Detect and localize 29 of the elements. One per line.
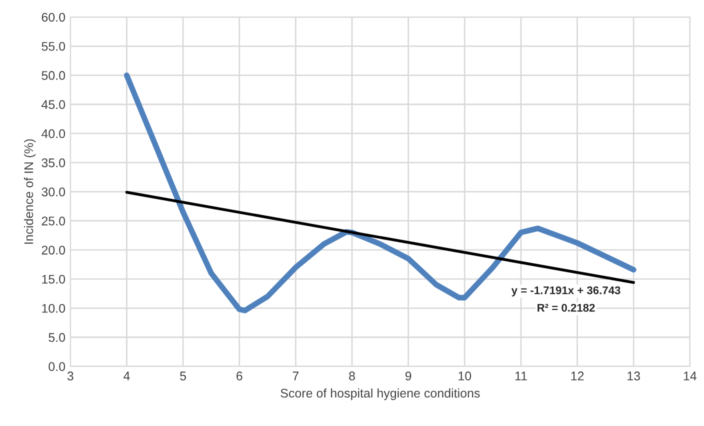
x-tick-label: 7 bbox=[292, 372, 299, 380]
x-tick-label: 9 bbox=[405, 372, 412, 380]
x-tick-label: 6 bbox=[236, 372, 242, 380]
y-tick-label: 15.0 bbox=[42, 274, 66, 284]
y-tick-label: 35.0 bbox=[42, 158, 66, 168]
y-tick-label: 60.0 bbox=[42, 12, 66, 22]
annotation: y = -1.7191x + 36.743 bbox=[511, 286, 620, 296]
y-tick-label: 0.0 bbox=[48, 362, 66, 372]
x-tick-label: 10 bbox=[458, 372, 472, 380]
x-tick-label: 8 bbox=[349, 372, 355, 380]
y-tick-label: 55.0 bbox=[42, 42, 66, 51]
x-tick-label: 5 bbox=[180, 372, 186, 380]
x-tick-label: 12 bbox=[571, 372, 584, 380]
y-tick-label: 50.0 bbox=[42, 71, 66, 80]
y-tick-label: 40.0 bbox=[42, 129, 66, 138]
y-tick-label: 10.0 bbox=[42, 304, 66, 313]
annotation: R² = 0.2182 bbox=[538, 304, 595, 312]
x-tick-label: 3 bbox=[67, 372, 74, 380]
x-axis-title: Score of hospital hygiene conditions bbox=[280, 388, 480, 400]
x-tick-label: 13 bbox=[628, 372, 640, 380]
y-tick-label: 20.0 bbox=[42, 246, 66, 255]
y-tick-label: 5.0 bbox=[48, 333, 66, 342]
x-tick-label: 11 bbox=[515, 372, 527, 380]
x-tick-label: 4 bbox=[124, 372, 130, 380]
y-axis-title: Incidence of IN (%) bbox=[24, 139, 36, 244]
y-tick-label: 25.0 bbox=[42, 216, 66, 226]
y-tick-label: 45.0 bbox=[42, 100, 66, 110]
y-tick-label: 30.0 bbox=[42, 188, 66, 196]
x-tick-label: 14 bbox=[684, 372, 697, 380]
